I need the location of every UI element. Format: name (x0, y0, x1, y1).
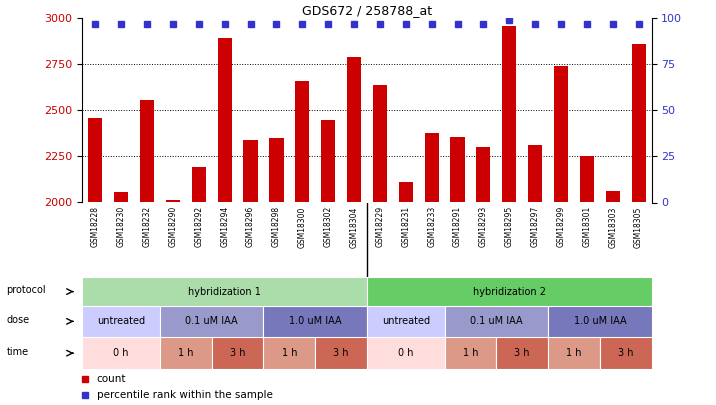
Text: GSM18301: GSM18301 (582, 206, 591, 247)
Bar (315, 337, 367, 369)
Bar (445, 306, 548, 337)
Bar (269, 138, 284, 202)
Text: GSM18302: GSM18302 (324, 206, 333, 247)
Text: GSM18229: GSM18229 (375, 206, 384, 247)
Bar (600, 337, 652, 369)
Bar (548, 337, 600, 369)
Text: 3 h: 3 h (230, 348, 246, 358)
Text: untreated: untreated (97, 316, 145, 326)
Bar (496, 337, 548, 369)
Title: GDS672 / 258788_at: GDS672 / 258788_at (302, 4, 432, 17)
Bar (580, 156, 594, 202)
Text: dose: dose (6, 315, 29, 325)
Bar (367, 277, 652, 306)
Bar (140, 100, 154, 202)
Text: 3 h: 3 h (618, 348, 634, 358)
Bar (450, 137, 465, 202)
Bar (295, 81, 309, 202)
Text: protocol: protocol (6, 285, 47, 295)
Text: 0 h: 0 h (398, 348, 414, 358)
Text: GSM18303: GSM18303 (609, 206, 617, 247)
Bar (528, 145, 542, 202)
Text: 1 h: 1 h (463, 348, 478, 358)
Text: 1 h: 1 h (178, 348, 193, 358)
Text: 3 h: 3 h (514, 348, 530, 358)
Text: GSM18295: GSM18295 (505, 206, 514, 247)
Bar (632, 44, 646, 203)
Bar (373, 85, 387, 202)
Bar (243, 140, 258, 202)
Bar (445, 337, 496, 369)
Text: GSM18228: GSM18228 (91, 206, 100, 247)
Text: GSM18230: GSM18230 (117, 206, 125, 247)
Bar (554, 66, 568, 202)
Text: untreated: untreated (382, 316, 430, 326)
Text: GSM18304: GSM18304 (349, 206, 359, 247)
Bar (160, 337, 212, 369)
Bar (82, 277, 367, 306)
Text: count: count (97, 374, 126, 384)
Bar (114, 192, 128, 202)
Bar (82, 337, 160, 369)
Text: GSM18290: GSM18290 (168, 206, 178, 247)
Text: GSM18294: GSM18294 (220, 206, 229, 247)
Bar (263, 306, 367, 337)
Bar (399, 182, 413, 202)
Bar (218, 38, 232, 202)
Text: 1 h: 1 h (566, 348, 581, 358)
Bar (160, 306, 263, 337)
Bar (192, 166, 206, 202)
Text: percentile rank within the sample: percentile rank within the sample (97, 390, 273, 400)
Text: GSM18231: GSM18231 (401, 206, 410, 247)
Text: GSM18300: GSM18300 (298, 206, 306, 247)
Text: 3 h: 3 h (334, 348, 349, 358)
Text: GSM18297: GSM18297 (531, 206, 540, 247)
Bar (88, 118, 102, 202)
Bar (263, 337, 315, 369)
Text: 1.0 uM IAA: 1.0 uM IAA (574, 316, 626, 326)
Text: GSM18298: GSM18298 (272, 206, 281, 247)
Bar (502, 26, 516, 202)
Text: GSM18232: GSM18232 (142, 206, 152, 247)
Text: GSM18305: GSM18305 (634, 206, 643, 247)
Bar (606, 192, 620, 202)
Bar (425, 133, 439, 202)
Text: GSM18296: GSM18296 (246, 206, 255, 247)
Text: 1.0 uM IAA: 1.0 uM IAA (289, 316, 342, 326)
Text: hybridization 1: hybridization 1 (188, 287, 261, 296)
Bar (212, 337, 263, 369)
Text: 1 h: 1 h (281, 348, 297, 358)
Text: 0.1 uM IAA: 0.1 uM IAA (470, 316, 523, 326)
Text: hybridization 2: hybridization 2 (473, 287, 546, 296)
Text: GSM18291: GSM18291 (453, 206, 462, 247)
Bar (82, 306, 160, 337)
Bar (166, 200, 180, 202)
Bar (367, 337, 445, 369)
Text: GSM18293: GSM18293 (479, 206, 488, 247)
Bar (367, 306, 445, 337)
Text: time: time (6, 347, 29, 356)
Bar (548, 306, 652, 337)
Bar (476, 147, 490, 202)
Bar (347, 57, 361, 202)
Text: 0 h: 0 h (113, 348, 129, 358)
Text: GSM18233: GSM18233 (427, 206, 436, 247)
Text: GSM18299: GSM18299 (556, 206, 566, 247)
Text: GSM18292: GSM18292 (194, 206, 203, 247)
Text: 0.1 uM IAA: 0.1 uM IAA (185, 316, 238, 326)
Bar (321, 119, 335, 202)
